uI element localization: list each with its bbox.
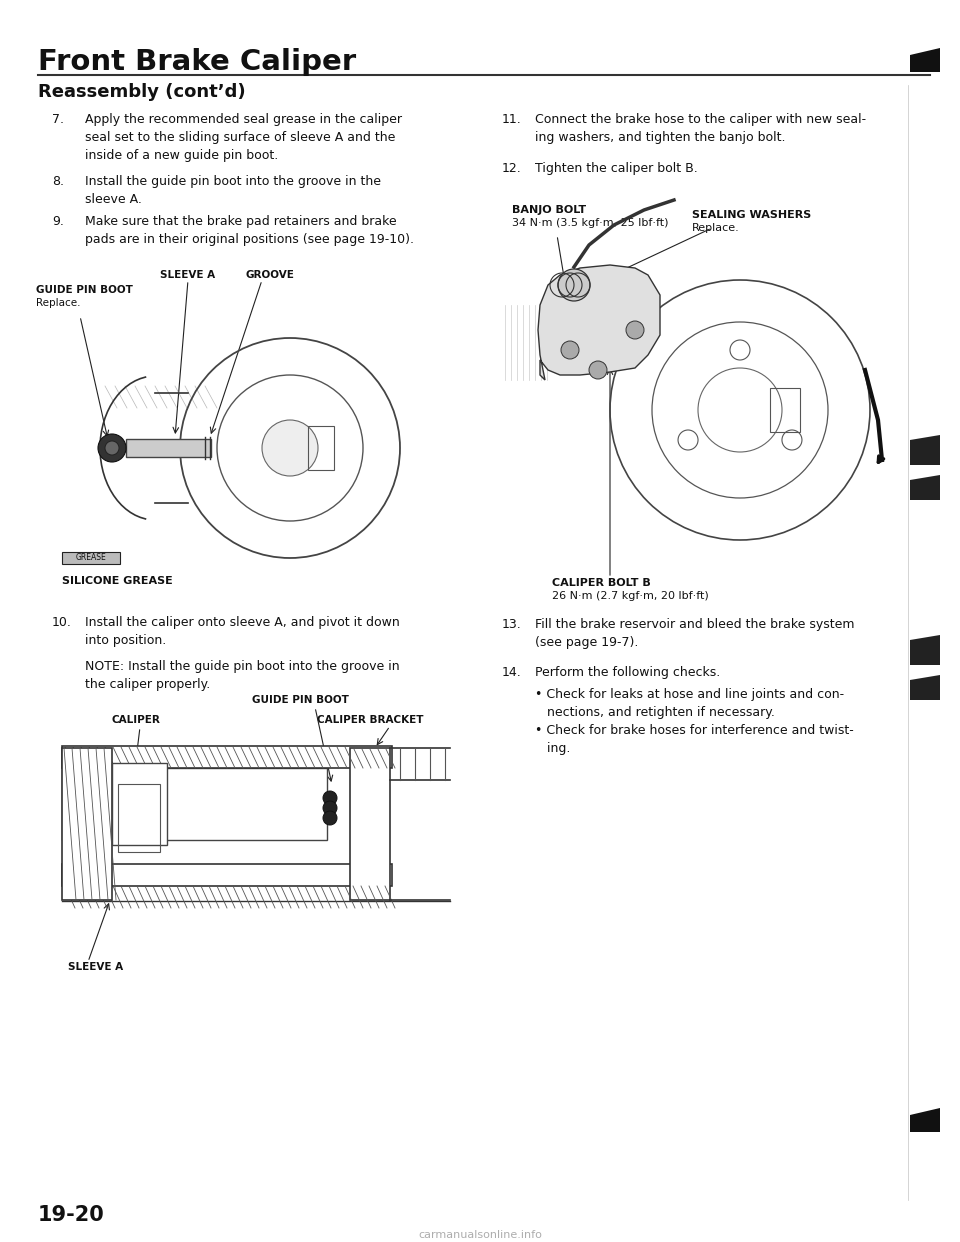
Bar <box>62 551 120 564</box>
Text: Front Brake Caliper: Front Brake Caliper <box>38 48 356 76</box>
Text: Replace.: Replace. <box>36 298 81 308</box>
Text: 10.: 10. <box>52 616 72 628</box>
Text: 14.: 14. <box>502 666 521 679</box>
Polygon shape <box>910 674 940 700</box>
Bar <box>112 763 167 845</box>
Circle shape <box>323 791 337 805</box>
Text: Apply the recommended seal grease in the caliper
seal set to the sliding surface: Apply the recommended seal grease in the… <box>85 113 402 161</box>
Polygon shape <box>910 1108 940 1131</box>
Circle shape <box>561 342 579 359</box>
Text: GUIDE PIN BOOT: GUIDE PIN BOOT <box>36 284 132 296</box>
Text: 11.: 11. <box>502 113 521 125</box>
Polygon shape <box>910 435 940 465</box>
Text: NOTE: Install the guide pin boot into the groove in
the caliper properly.: NOTE: Install the guide pin boot into th… <box>85 660 399 691</box>
Text: Make sure that the brake pad retainers and brake
pads are in their original posi: Make sure that the brake pad retainers a… <box>85 215 414 246</box>
Text: SILICONE GREASE: SILICONE GREASE <box>62 576 173 586</box>
Text: 12.: 12. <box>502 161 521 175</box>
Text: 13.: 13. <box>502 619 521 631</box>
Text: GROOVE: GROOVE <box>246 270 295 279</box>
Text: Install the guide pin boot into the groove in the
sleeve A.: Install the guide pin boot into the groo… <box>85 175 381 206</box>
Circle shape <box>323 811 337 825</box>
Polygon shape <box>538 265 660 380</box>
Text: SEALING WASHERS: SEALING WASHERS <box>692 210 811 220</box>
Text: Tighten the caliper bolt B.: Tighten the caliper bolt B. <box>535 161 698 175</box>
Circle shape <box>589 361 607 379</box>
Text: SLEEVE A: SLEEVE A <box>68 963 123 972</box>
Circle shape <box>626 320 644 339</box>
Bar <box>62 746 392 768</box>
Text: 8.: 8. <box>52 175 64 188</box>
Text: CALIPER BOLT B: CALIPER BOLT B <box>552 578 651 587</box>
Polygon shape <box>910 48 940 72</box>
Text: • Check for brake hoses for interference and twist-
   ing.: • Check for brake hoses for interference… <box>535 724 853 755</box>
Text: 9.: 9. <box>52 215 64 229</box>
Circle shape <box>262 420 318 476</box>
Circle shape <box>98 433 126 462</box>
Text: Replace.: Replace. <box>692 224 740 233</box>
Text: 26 N·m (2.7 kgf·m, 20 lbf·ft): 26 N·m (2.7 kgf·m, 20 lbf·ft) <box>552 591 708 601</box>
Bar <box>118 784 160 852</box>
Text: Fill the brake reservoir and bleed the brake system
(see page 19-7).: Fill the brake reservoir and bleed the b… <box>535 619 854 650</box>
Text: GUIDE PIN BOOT: GUIDE PIN BOOT <box>252 696 348 705</box>
Text: CALIPER BRACKET: CALIPER BRACKET <box>317 715 423 725</box>
Bar <box>770 388 800 432</box>
Text: GREASE: GREASE <box>76 554 107 563</box>
Text: 19-20: 19-20 <box>38 1205 105 1225</box>
Text: 34 N·m (3.5 kgf·m, 25 lbf·ft): 34 N·m (3.5 kgf·m, 25 lbf·ft) <box>512 219 668 229</box>
Bar <box>62 768 327 840</box>
Circle shape <box>105 441 119 455</box>
Circle shape <box>323 801 337 815</box>
Text: carmanualsonline.info: carmanualsonline.info <box>418 1230 542 1240</box>
Bar <box>126 438 211 457</box>
Text: • Check for leaks at hose and line joints and con-
   nections, and retighten if: • Check for leaks at hose and line joint… <box>535 688 844 719</box>
Bar <box>62 864 392 886</box>
Text: 7.: 7. <box>52 113 64 125</box>
Text: CALIPER: CALIPER <box>112 715 161 725</box>
Polygon shape <box>910 474 940 501</box>
Text: Install the caliper onto sleeve A, and pivot it down
into position.: Install the caliper onto sleeve A, and p… <box>85 616 399 647</box>
Text: Reassembly (cont’d): Reassembly (cont’d) <box>38 83 246 101</box>
Bar <box>308 426 334 469</box>
Text: Connect the brake hose to the caliper with new seal-
ing washers, and tighten th: Connect the brake hose to the caliper wi… <box>535 113 866 144</box>
Circle shape <box>558 270 590 301</box>
Text: Perform the following checks.: Perform the following checks. <box>535 666 720 679</box>
Polygon shape <box>910 635 940 664</box>
Text: SLEEVE A: SLEEVE A <box>160 270 216 279</box>
Text: BANJO BOLT: BANJO BOLT <box>512 205 587 215</box>
Bar <box>62 748 112 900</box>
Bar <box>350 748 390 900</box>
